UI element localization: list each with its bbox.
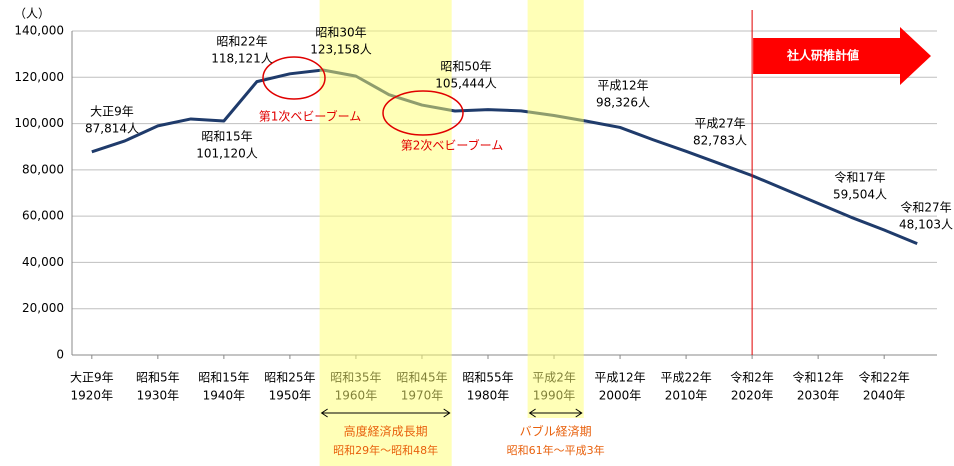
x-tick-label: 昭和55年 [462,371,513,385]
x-tick-label: 令和2年 [730,370,774,385]
point-label: 平成12年 [597,79,648,93]
value-label: 48,103人 [899,218,953,232]
value-label: 101,120人 [196,147,258,161]
data-line [91,68,918,246]
value-label: 82,783人 [693,134,747,148]
value-label: 105,444人 [435,77,497,91]
period-band [319,0,452,466]
value-label: 59,504人 [833,188,887,202]
y-tick-label: 140,000 [14,24,64,38]
x-tick-sublabel: 2030年 [797,389,840,403]
period-band [527,0,584,418]
x-tick-sublabel: 1940年 [203,389,246,403]
x-tick-sublabel: 1930年 [137,389,180,403]
x-tick-sublabel: 2020年 [731,389,774,403]
x-tick-label: 平成22年 [660,371,711,385]
point-label: 平成27年 [694,117,745,131]
value-label: 118,121人 [211,52,273,66]
annotation-circle [382,90,464,136]
point-label: 昭和30年 [315,26,366,40]
point-label: 昭和22年 [216,35,267,49]
annotation-text: 第1次ベビーブーム [259,109,362,124]
period-sublabel: 昭和61年～平成3年 [507,443,605,457]
y-tick-label: 80,000 [22,162,64,176]
y-tick-label: 40,000 [22,255,64,269]
period-arrow-head [320,408,451,418]
point-label: 令和27年 [900,200,951,215]
x-tick-label: 昭和25年 [264,371,315,385]
forecast-label: 社人研推計値 [786,48,859,63]
value-label: 123,158人 [310,43,372,57]
point-label: 令和17年 [834,170,885,185]
point-label: 昭和50年 [440,60,491,74]
y-tick-label: 0 [56,348,64,362]
period-label: バブル経済期 [520,424,592,439]
point-label: 昭和15年 [201,130,252,144]
y-tick-label: 120,000 [14,70,64,84]
x-tick-sublabel: 1950年 [269,389,312,403]
x-tick-label: 平成12年 [594,371,645,385]
period-sublabel: 昭和29年～昭和48年 [333,443,438,457]
x-tick-sublabel: 2010年 [665,389,708,403]
period-arrow-head [528,408,583,418]
x-tick-label: 昭和5年 [136,371,180,385]
forecast-arrow [753,27,931,85]
y-tick-label: 20,000 [22,301,64,315]
x-tick-sublabel: 2040年 [863,389,906,403]
annotation-circle [262,56,326,100]
value-label: 98,326人 [596,96,650,110]
y-tick-label: 60,000 [22,209,64,223]
value-label: 87,814人 [85,122,139,136]
x-tick-sublabel: 1980年 [467,389,510,403]
point-label: 大正9年 [90,105,134,119]
x-tick-sublabel: 1920年 [71,389,114,403]
x-tick-label: 大正9年 [70,371,114,385]
annotation-text: 第2次ベビーブーム [401,138,504,153]
x-tick-label: 令和12年 [793,370,844,385]
y-tick-label: 100,000 [14,116,64,130]
x-tick-label: 昭和15年 [198,371,249,385]
x-tick-sublabel: 2000年 [599,389,642,403]
period-label: 高度経済成長期 [344,424,428,439]
x-tick-label: 令和22年 [859,370,910,385]
y-unit: （人） [14,7,50,21]
